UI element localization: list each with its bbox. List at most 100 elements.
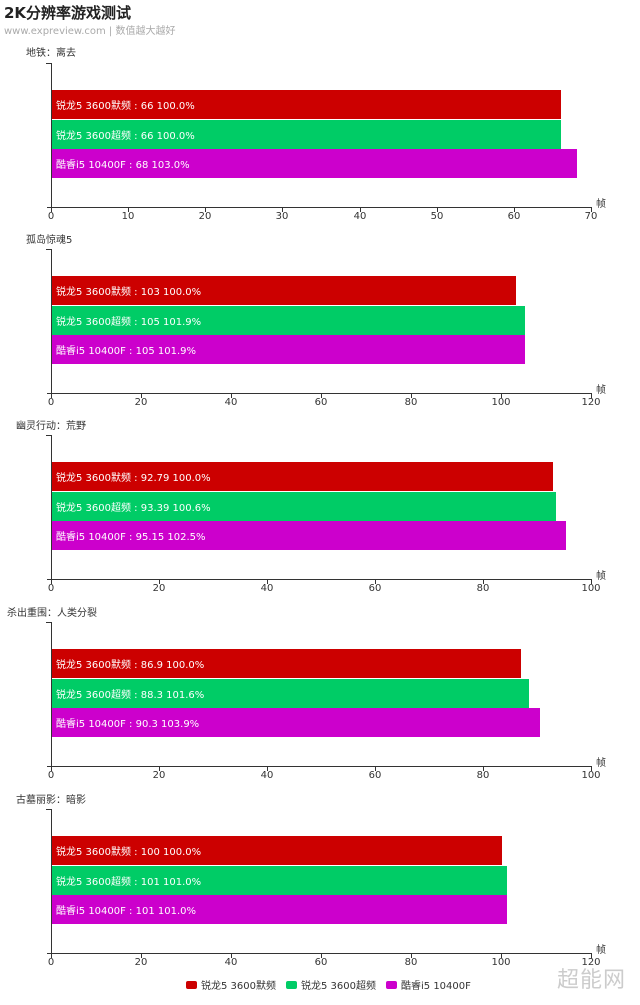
x-axis-tick bbox=[514, 207, 515, 212]
x-axis-label: 0 bbox=[47, 770, 55, 781]
x-axis-label: 50 bbox=[430, 211, 444, 222]
bar-label: 锐龙5 3600默频 : 86.9 100.0% bbox=[56, 660, 205, 671]
bar-series1[interactable]: 锐龙5 3600超频 : 93.39 100.6% bbox=[52, 491, 556, 521]
x-axis bbox=[47, 207, 591, 208]
x-axis-label: 100 bbox=[581, 770, 601, 781]
legend-swatch-icon bbox=[286, 980, 297, 989]
x-axis-tick bbox=[159, 579, 160, 584]
x-axis-label: 60 bbox=[368, 770, 382, 781]
x-axis-tick bbox=[437, 207, 438, 212]
page-subtitle: www.expreview.com | 数值越大越好 bbox=[4, 26, 176, 37]
x-axis-label: 0 bbox=[47, 397, 55, 408]
x-axis-tick bbox=[591, 579, 592, 584]
x-axis-tick bbox=[591, 393, 592, 398]
x-axis-tick bbox=[51, 579, 52, 584]
page-title: 2K分辨率游戏测试 bbox=[4, 4, 132, 22]
legend-item-series1[interactable]: 锐龙5 3600超频 bbox=[286, 977, 376, 992]
x-axis-tick bbox=[51, 207, 52, 212]
x-axis-tick bbox=[141, 393, 142, 398]
bar-label: 锐龙5 3600超频 : 88.3 101.6% bbox=[56, 689, 205, 701]
y-axis-tick bbox=[46, 622, 51, 623]
legend-item-series0[interactable]: 锐龙5 3600默频 bbox=[186, 977, 276, 992]
bar-series0[interactable]: 锐龙5 3600默频 : 86.9 100.0% bbox=[52, 649, 521, 678]
y-axis-tick bbox=[46, 63, 51, 64]
x-axis-label: 40 bbox=[353, 211, 367, 222]
x-axis-label: 120 bbox=[581, 957, 601, 968]
bar-label: 酷睿i5 10400F : 90.3 103.9% bbox=[56, 719, 200, 730]
x-axis-label: 20 bbox=[134, 397, 148, 408]
x-axis-label: 100 bbox=[491, 957, 511, 968]
x-axis-tick bbox=[501, 393, 502, 398]
bar-series0[interactable]: 锐龙5 3600默频 : 92.79 100.0% bbox=[52, 462, 553, 491]
x-axis-label: 80 bbox=[476, 770, 490, 781]
x-axis-label: 70 bbox=[584, 211, 598, 222]
x-axis-tick bbox=[483, 766, 484, 771]
x-axis-label: 40 bbox=[260, 770, 274, 781]
chart-title: 地铁：离去 bbox=[26, 48, 76, 59]
x-axis-tick bbox=[205, 207, 206, 212]
x-axis-label: 0 bbox=[47, 583, 55, 594]
x-axis-tick bbox=[591, 766, 592, 771]
x-axis-label: 20 bbox=[152, 770, 166, 781]
chart-title: 杀出重围：人类分裂 bbox=[7, 608, 97, 619]
bar-label: 酷睿i5 10400F : 95.15 102.5% bbox=[56, 532, 206, 543]
x-axis bbox=[47, 579, 591, 580]
watermark-logo: 超能网 bbox=[556, 968, 626, 993]
x-axis-tick bbox=[51, 953, 52, 958]
legend-label: 锐龙5 3600默频 bbox=[201, 981, 276, 992]
y-axis bbox=[51, 435, 52, 579]
bar-label: 锐龙5 3600默频 : 66 100.0% bbox=[56, 101, 195, 112]
x-axis-label: 40 bbox=[224, 957, 238, 968]
bar-series1[interactable]: 锐龙5 3600超频 : 66 100.0% bbox=[52, 119, 561, 149]
x-axis-label: 20 bbox=[198, 211, 212, 222]
x-axis-label: 60 bbox=[368, 583, 382, 594]
x-axis-tick bbox=[51, 393, 52, 398]
x-axis-tick bbox=[411, 953, 412, 958]
bar-series1[interactable]: 锐龙5 3600超频 : 105 101.9% bbox=[52, 305, 525, 335]
bar-label: 锐龙5 3600默频 : 92.79 100.0% bbox=[56, 473, 211, 484]
x-axis-tick bbox=[282, 207, 283, 212]
bar-series2[interactable]: 酷睿i5 10400F : 101 101.0% bbox=[52, 895, 507, 924]
x-axis-unit: 帧 bbox=[596, 385, 606, 396]
x-axis-label: 60 bbox=[314, 957, 328, 968]
bar-series0[interactable]: 锐龙5 3600默频 : 66 100.0% bbox=[52, 90, 561, 119]
x-axis-unit: 帧 bbox=[596, 571, 606, 582]
bar-series2[interactable]: 酷睿i5 10400F : 95.15 102.5% bbox=[52, 521, 566, 550]
y-axis bbox=[51, 63, 52, 207]
x-axis-tick bbox=[375, 766, 376, 771]
x-axis-tick bbox=[375, 579, 376, 584]
x-axis-label: 40 bbox=[260, 583, 274, 594]
x-axis-tick bbox=[231, 953, 232, 958]
x-axis bbox=[47, 953, 591, 954]
x-axis-label: 100 bbox=[491, 397, 511, 408]
y-axis-tick bbox=[46, 249, 51, 250]
bar-series0[interactable]: 锐龙5 3600默频 : 103 100.0% bbox=[52, 276, 516, 305]
x-axis-tick bbox=[51, 766, 52, 771]
bar-series1[interactable]: 锐龙5 3600超频 : 88.3 101.6% bbox=[52, 678, 529, 708]
x-axis bbox=[47, 766, 591, 767]
bar-label: 锐龙5 3600默频 : 103 100.0% bbox=[56, 287, 202, 298]
bar-label: 锐龙5 3600超频 : 101 101.0% bbox=[56, 876, 202, 888]
x-axis-tick bbox=[411, 393, 412, 398]
x-axis-tick bbox=[231, 393, 232, 398]
y-axis-tick bbox=[46, 435, 51, 436]
x-axis-label: 30 bbox=[275, 211, 289, 222]
legend-item-series2[interactable]: 酷睿i5 10400F bbox=[386, 977, 471, 992]
bar-series1[interactable]: 锐龙5 3600超频 : 101 101.0% bbox=[52, 865, 507, 895]
x-axis-label: 40 bbox=[224, 397, 238, 408]
legend-label: 酷睿i5 10400F bbox=[401, 981, 471, 992]
bar-series2[interactable]: 酷睿i5 10400F : 105 101.9% bbox=[52, 335, 525, 364]
x-axis-label: 0 bbox=[47, 211, 55, 222]
x-axis-tick bbox=[141, 953, 142, 958]
bar-series2[interactable]: 酷睿i5 10400F : 90.3 103.9% bbox=[52, 708, 540, 737]
x-axis-label: 60 bbox=[507, 211, 521, 222]
bar-label: 酷睿i5 10400F : 105 101.9% bbox=[56, 346, 197, 357]
bar-label: 锐龙5 3600超频 : 66 100.0% bbox=[56, 130, 195, 142]
x-axis-tick bbox=[321, 393, 322, 398]
bar-series2[interactable]: 酷睿i5 10400F : 68 103.0% bbox=[52, 149, 577, 178]
x-axis-label: 60 bbox=[314, 397, 328, 408]
bar-series0[interactable]: 锐龙5 3600默频 : 100 100.0% bbox=[52, 836, 502, 865]
chart-title: 古墓丽影：暗影 bbox=[16, 795, 86, 806]
x-axis-tick bbox=[159, 766, 160, 771]
legend-swatch-icon bbox=[186, 980, 197, 989]
